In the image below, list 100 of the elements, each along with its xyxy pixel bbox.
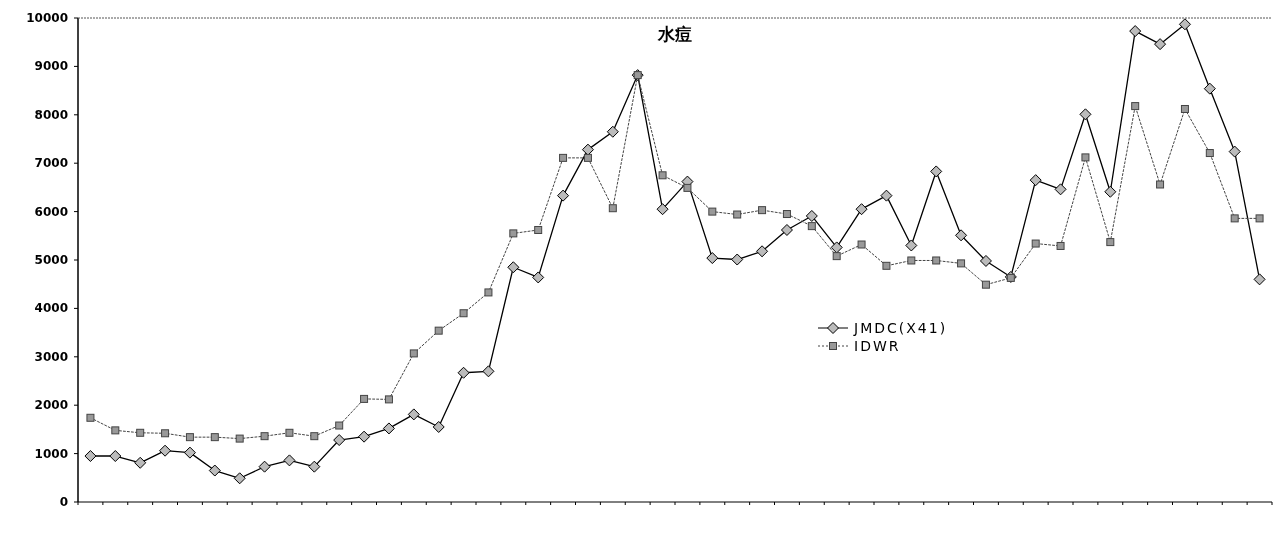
point [134,456,147,469]
point [1079,108,1092,121]
point [708,207,717,216]
point [932,256,941,265]
point [382,422,395,435]
point [882,261,891,270]
point [1253,273,1266,286]
point [930,165,943,178]
point [484,288,493,297]
legend-label: IDWR [854,338,901,354]
point [733,210,742,219]
legend-label: JMDC(X41) [853,320,948,336]
point [857,240,866,249]
point [706,252,719,265]
point [979,254,992,267]
point [1180,104,1189,113]
point [335,421,344,430]
point [1056,241,1065,250]
point [1106,238,1115,247]
point [308,460,321,473]
point [1205,149,1214,158]
point [606,125,619,138]
point [957,259,966,268]
point [1255,214,1264,223]
point [656,203,669,216]
point [161,429,170,438]
point [830,241,843,254]
point [457,366,470,379]
point [84,450,97,463]
point [358,430,371,443]
point [507,261,520,274]
point [782,210,791,219]
point [583,153,592,162]
point [532,271,545,284]
point [384,395,393,404]
point [183,446,196,459]
point [807,222,816,231]
point [581,143,594,156]
point [86,413,95,422]
point [1081,153,1090,162]
point [805,209,818,222]
point [758,206,767,215]
y-tick-label: 0 [59,495,68,509]
point [409,349,418,358]
point [832,252,841,261]
point [1054,183,1067,196]
point [1228,145,1241,158]
point [509,229,518,238]
point [459,309,468,318]
y-tick-label: 8000 [34,107,68,122]
point [658,171,667,180]
point [756,245,769,258]
y-tick-label: 10000 [26,11,68,25]
point [283,454,296,467]
point [1230,214,1239,223]
point [1104,185,1117,198]
point [136,428,145,437]
point [534,225,543,234]
point [159,444,172,457]
point [683,183,692,192]
point [855,203,868,216]
point [1131,102,1140,111]
point [333,434,346,447]
point [981,280,990,289]
point [1031,239,1040,248]
point [260,432,269,441]
y-tick-label: 4000 [34,301,68,316]
point [559,153,568,162]
point [185,433,194,442]
point [780,223,793,236]
y-tick-label: 6000 [34,204,68,219]
point [1203,82,1216,95]
point [880,189,893,202]
point [1029,174,1042,187]
y-tick-label: 3000 [34,349,68,364]
chart-title: 水痘 [657,24,692,44]
point [905,239,918,252]
point [731,253,744,266]
point [434,326,443,335]
point [557,189,570,202]
y-tick-label: 5000 [34,253,68,267]
point [432,420,445,433]
y-tick-label: 9000 [34,59,68,74]
point [1129,25,1142,38]
y-tick-label: 1000 [34,446,68,461]
point [955,229,968,242]
y-tick-label: 2000 [34,398,68,413]
y-tick-label: 7000 [34,156,68,171]
point [111,426,120,435]
point [1178,18,1191,31]
point [1154,38,1167,51]
point [360,394,369,403]
point [310,432,319,441]
point [608,204,617,213]
point [285,428,294,437]
point [233,472,246,485]
point [407,408,420,421]
point [258,460,271,473]
point [208,464,221,477]
point [109,450,122,463]
